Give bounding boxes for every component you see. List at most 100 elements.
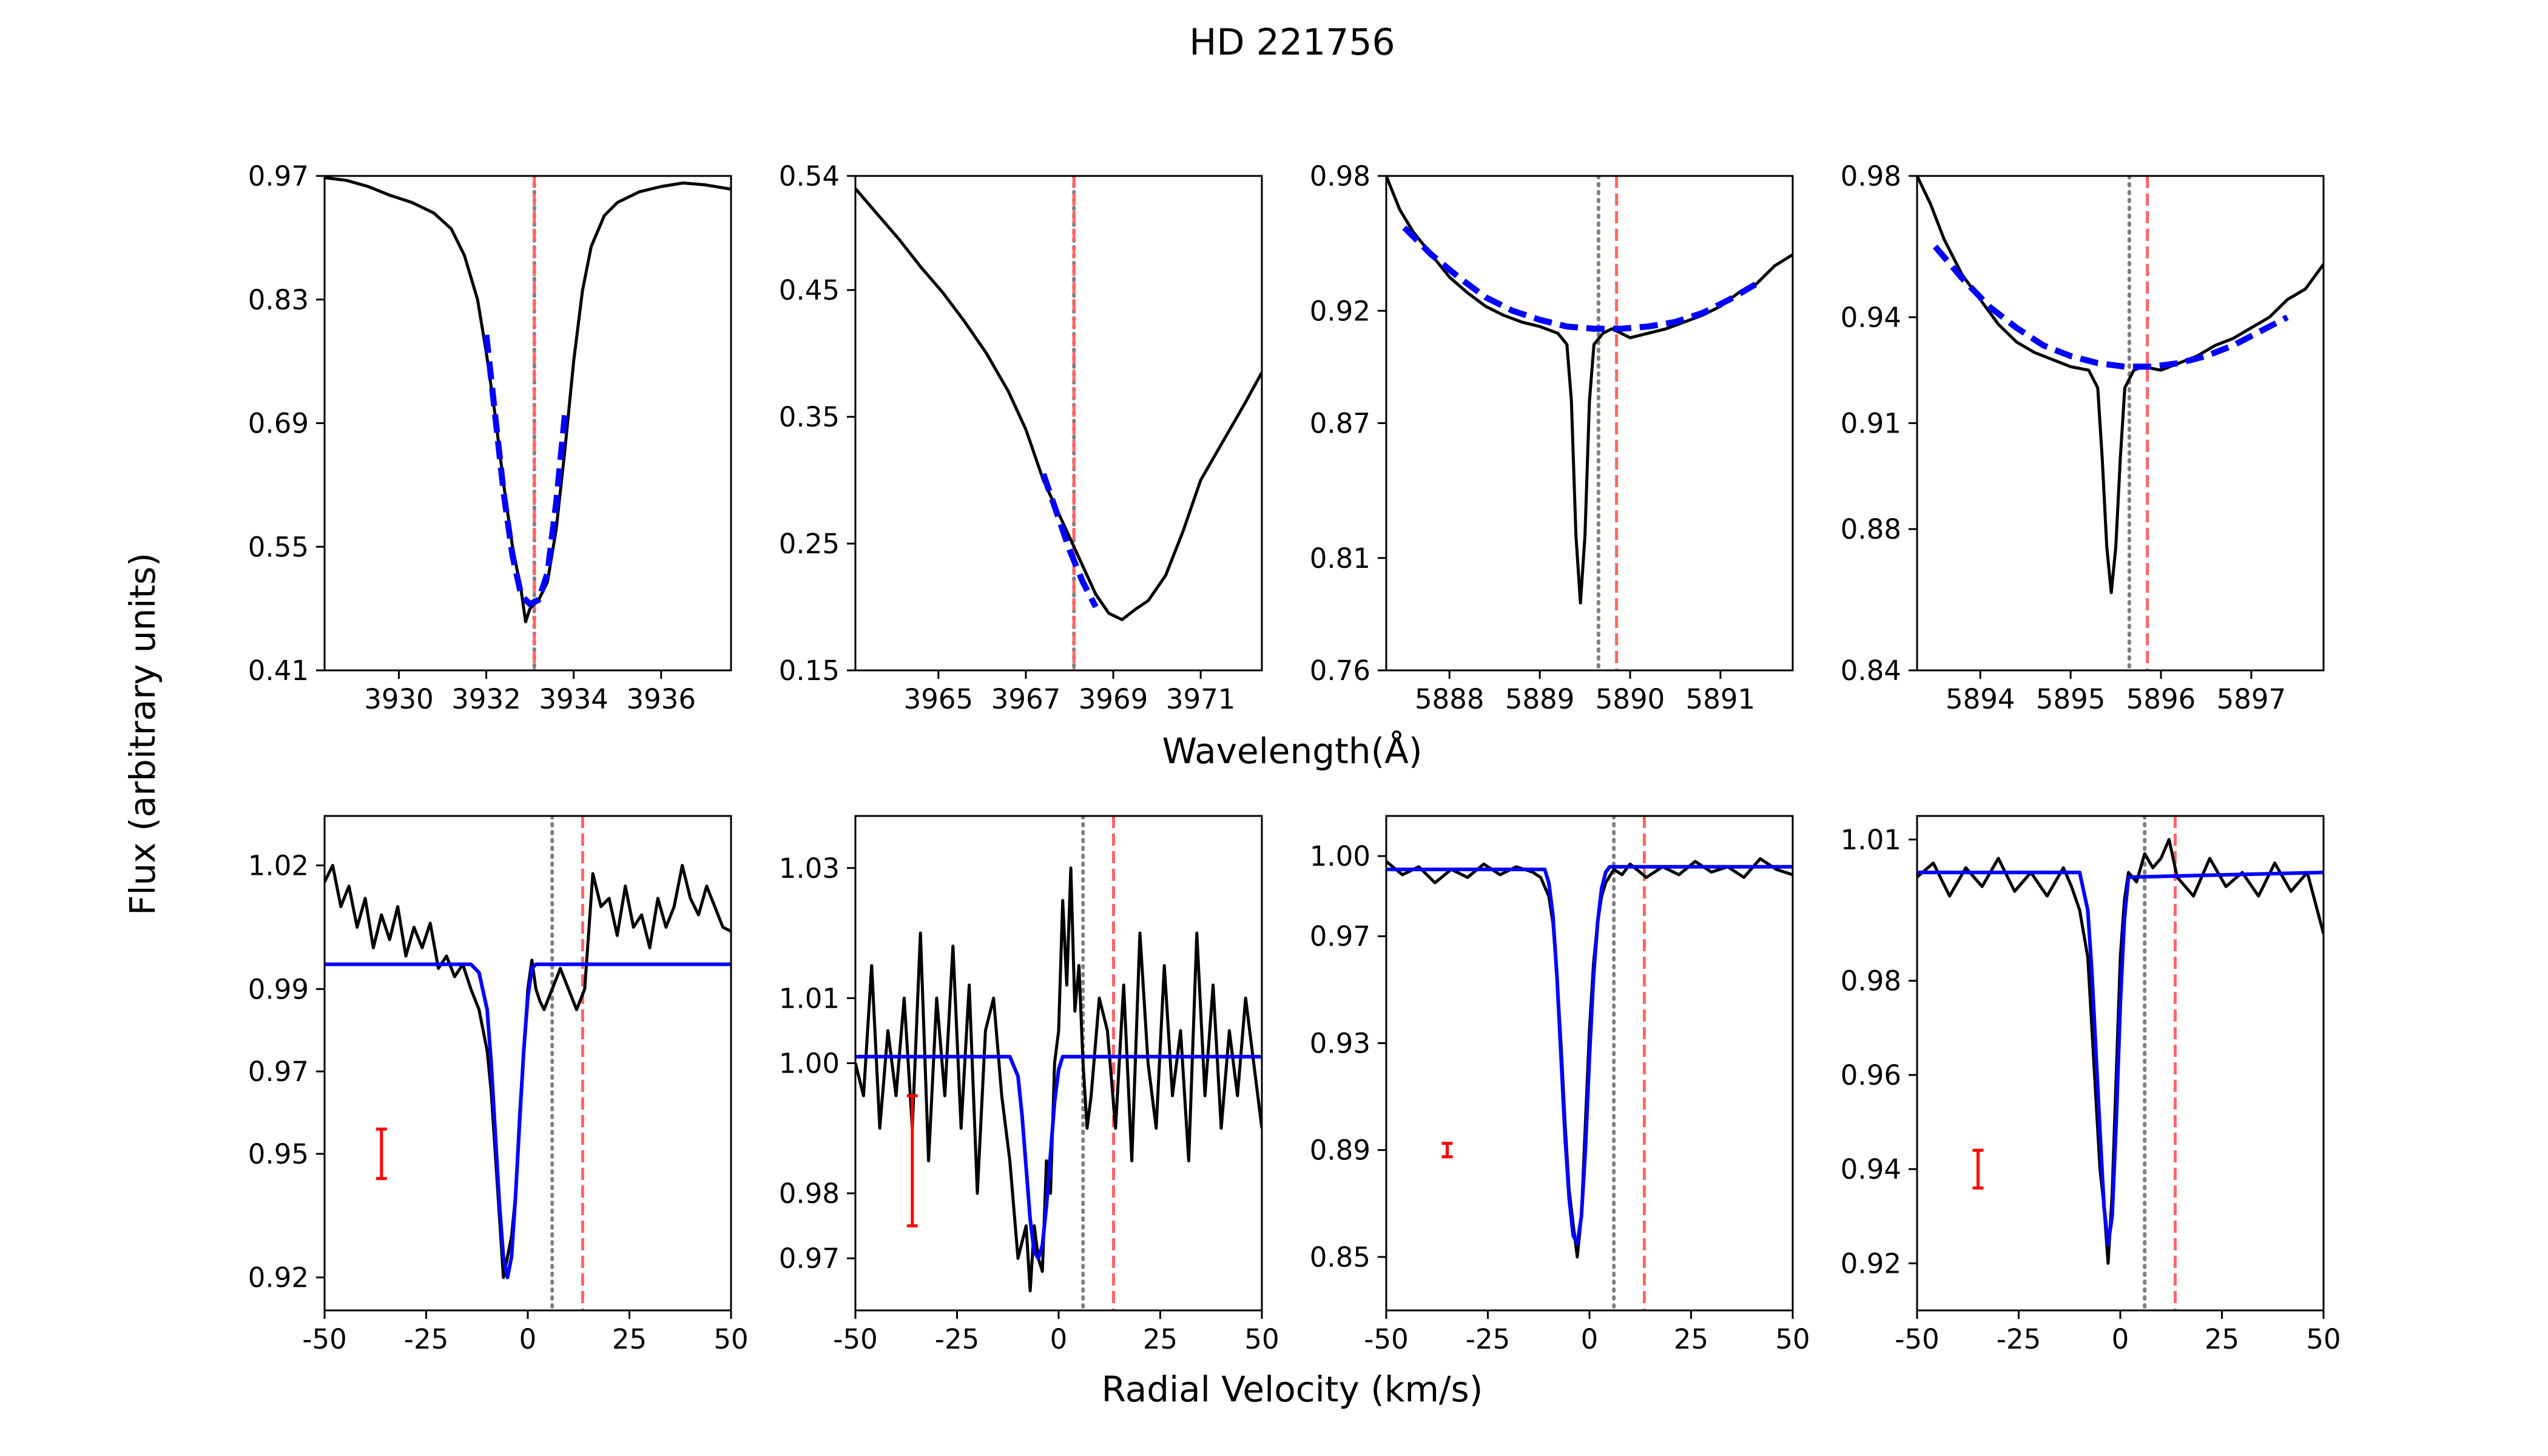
panel-4-ytick-label-2: 0.88: [1841, 513, 1901, 545]
panel-3-ytick-label-5: 0.98: [1310, 160, 1370, 192]
panel-5: -50 -25 0 25 50 0.92 0.95 0.97 0.99 1.02: [248, 815, 749, 1355]
panel-2-fit-dashed-line: [1040, 473, 1099, 608]
y-axis-label: Flux (arbitrary units): [122, 553, 163, 915]
panel-3-ytick-label-2: 0.81: [1310, 542, 1370, 575]
x-axis-label-wavelength: Wavelength(Å): [1162, 730, 1423, 772]
panel-2-ytick-label-3: 0.35: [779, 401, 840, 433]
panel-1-ytick-label-3: 0.69: [248, 408, 309, 440]
panel-1-xtick-label-2: 3932: [451, 683, 521, 715]
panel-7-xtick-label-3: 0: [1581, 1323, 1599, 1355]
panel-8-xtick-label-5: 50: [2306, 1323, 2341, 1355]
panel-6-spectrum-line: [855, 866, 1262, 1293]
panel-8-ytick-label-3: 0.96: [1841, 1059, 1901, 1091]
panel-6-ytick-label-1: 0.97: [779, 1242, 840, 1275]
panel-2-xtick-label-3: 3969: [1079, 683, 1148, 715]
panel-6-xtick-label-2: -25: [935, 1323, 980, 1355]
panel-2-xtick-label-4: 3971: [1166, 683, 1236, 715]
panel-6-plot-area: [855, 816, 1262, 1310]
panel-4-ytick-label-5: 0.98: [1841, 160, 1901, 192]
panel-1-ytick-label-5: 0.97: [248, 160, 309, 192]
panel-3-ytick-label-3: 0.87: [1310, 408, 1370, 440]
panel-4: 5894 5895 5896 5897 0.84 0.88 0.91 0.94 0.98: [1841, 160, 2325, 715]
panel-8-xtick-label-3: 0: [2112, 1323, 2129, 1355]
panel-8-fit-solid-line: [1917, 871, 2324, 1247]
panel-1-plot-area: [325, 176, 731, 670]
panel-8-xtick-label-4: 25: [2205, 1323, 2239, 1355]
figure-title: HD 221756: [1189, 21, 1395, 64]
panel-2-spectrum-line: [855, 187, 1262, 621]
panel-6-ytick-label-2: 0.98: [779, 1178, 840, 1210]
panel-2-plot-area: [855, 176, 1262, 670]
panel-7-xtick-label-5: 50: [1775, 1323, 1810, 1355]
panel-5-ytick-label-4: 0.99: [248, 973, 309, 1005]
panel-7: -50 -25 0 25 50 0.85 0.89 0.93 0.97 1.00: [1310, 815, 1810, 1355]
x-axis-label-radial-velocity: Radial Velocity (km/s): [1102, 1369, 1483, 1410]
panel-7-ytick-label-2: 0.89: [1310, 1134, 1370, 1167]
panel-5-xtick-label-1: -50: [302, 1323, 347, 1355]
panel-1-ytick-label-2: 0.55: [248, 531, 309, 563]
panel-8-plot-area: [1917, 816, 2324, 1310]
panel-5-ytick-label-3: 0.97: [248, 1056, 309, 1088]
panel-3-xtick-label-3: 5890: [1596, 683, 1665, 715]
panel-3-ytick-label-1: 0.76: [1310, 655, 1370, 687]
panel-2-ytick-label-4: 0.45: [779, 274, 840, 306]
panel-7-fit-solid-line: [1386, 864, 1793, 1245]
panel-1-ytick-label-1: 0.41: [248, 655, 309, 687]
panel-7-ytick-label-5: 1.00: [1310, 840, 1370, 872]
panel-3-ytick-label-4: 0.92: [1310, 295, 1370, 327]
panel-8-ytick-label-1: 0.92: [1841, 1247, 1901, 1279]
panel-1-xtick-label-1: 3930: [364, 683, 434, 715]
panel-7-xtick-label-2: -25: [1466, 1323, 1511, 1355]
panel-6-xtick-label-3: 0: [1050, 1323, 1068, 1355]
panel-7-plot-area: [1386, 816, 1793, 1310]
panel-6-xtick-label-1: -50: [833, 1323, 878, 1355]
panel-5-xtick-label-4: 25: [612, 1323, 647, 1355]
panel-6-ytick-label-4: 1.01: [779, 982, 840, 1014]
panel-5-ytick-label-1: 0.92: [248, 1262, 309, 1294]
panel-6-xtick-label-4: 25: [1143, 1323, 1178, 1355]
panel-8-ytick-label-5: 1.01: [1841, 824, 1901, 856]
panel-5-plot-area: [325, 816, 731, 1310]
panel-5-ytick-label-2: 0.95: [248, 1138, 309, 1170]
panel-5-xtick-label-2: -25: [404, 1323, 449, 1355]
panel-2: 3965 3967 3969 3971 0.15 0.25 0.35 0.45 0.54: [779, 160, 1263, 715]
panel-1-ytick-label-4: 0.83: [248, 284, 309, 316]
panel-2-xtick-label-2: 3967: [991, 683, 1061, 715]
panel-5-ytick-label-5: 1.02: [248, 850, 309, 882]
panel-2-ytick-label-2: 0.25: [779, 528, 840, 560]
panel-2-xtick-label-1: 3965: [904, 683, 974, 715]
panel-8-ytick-label-2: 0.94: [1841, 1153, 1901, 1185]
panel-4-ytick-label-4: 0.94: [1841, 302, 1901, 334]
panels-group: 3930 3932 3934 3936 0.41 0.55 0.69 0.83 0.97 3965…: [248, 160, 2341, 1355]
panel-1: 3930 3932 3934 3936 0.41 0.55 0.69 0.83 0.97: [248, 160, 732, 715]
panel-6-xtick-label-5: 50: [1244, 1323, 1279, 1355]
panel-6-ytick-label-5: 1.03: [779, 852, 840, 885]
panel-7-ytick-label-3: 0.93: [1310, 1027, 1370, 1059]
panel-2-axes-frame: [854, 175, 1263, 672]
panel-4-xtick-label-3: 5896: [2126, 683, 2196, 715]
panel-6-ytick-label-3: 1.00: [779, 1048, 840, 1080]
panel-4-spectrum-line: [1917, 176, 2324, 595]
panel-1-xtick-label-3: 3934: [539, 683, 608, 715]
panel-8-xtick-label-2: -25: [1997, 1323, 2041, 1355]
panel-5-xtick-label-3: 0: [519, 1323, 537, 1355]
panel-1-spectrum-line: [325, 176, 731, 624]
panel-3-xtick-label-4: 5891: [1686, 683, 1756, 715]
panel-3-xtick-label-1: 5888: [1415, 683, 1485, 715]
panel-4-plot-area: [1917, 176, 2324, 670]
panel-4-xtick-label-4: 5897: [2217, 683, 2287, 715]
panel-4-xtick-label-1: 5894: [1946, 683, 2015, 715]
panel-3-plot-area: [1386, 176, 1793, 670]
panel-3-xtick-label-2: 5889: [1505, 683, 1575, 715]
panel-6-fit-solid-line: [855, 1054, 1262, 1261]
panel-4-fit-dashed-line: [1932, 244, 2289, 370]
panel-6: -50 -25 0 25 50 0.97 0.98 1.00 1.01 1.03: [779, 815, 1279, 1355]
panel-5-fit-solid-line: [325, 962, 731, 1279]
panel-1-xtick-label-4: 3936: [626, 683, 696, 715]
panel-7-xtick-label-1: -50: [1364, 1323, 1409, 1355]
panel-8-xtick-label-1: -50: [1895, 1323, 1940, 1355]
panel-4-ytick-label-3: 0.91: [1841, 408, 1901, 440]
panel-8: -50 -25 0 25 50 0.92 0.94 0.96 0.98 1.01: [1841, 815, 2341, 1355]
